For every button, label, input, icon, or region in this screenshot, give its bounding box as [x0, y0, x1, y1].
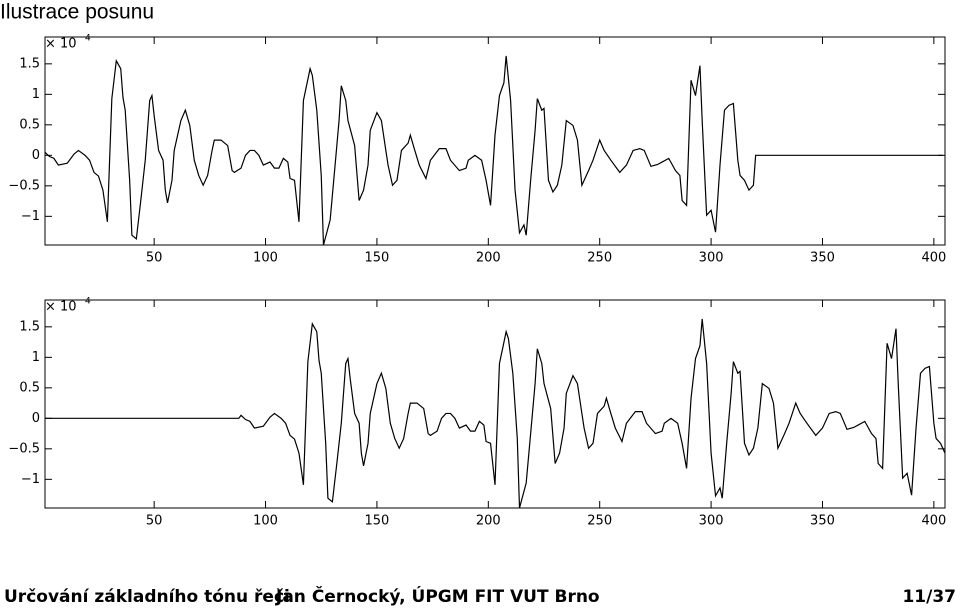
x-tick-label: 150 — [365, 251, 390, 266]
signal-line — [44, 55, 943, 246]
y-tick-label: −0.5 — [8, 178, 40, 193]
x-tick-label: 400 — [921, 514, 946, 529]
y-tick-label: 1 — [32, 350, 40, 365]
x-tick-label: 100 — [253, 251, 278, 266]
y-tick-label: −1 — [21, 472, 40, 487]
x-tick-label: 300 — [699, 514, 724, 529]
x-tick-label: 350 — [810, 514, 835, 529]
axis-multiplier: × 10 — [45, 300, 77, 315]
footer-topic: Určování základního tónu řeči — [4, 587, 290, 607]
x-tick-label: 250 — [587, 251, 612, 266]
axis-multiplier: × 10 — [45, 37, 77, 52]
plot-frame — [44, 36, 946, 246]
y-tick-label: −0.5 — [8, 441, 40, 456]
x-tick-label: 50 — [146, 251, 163, 266]
y-tick-label: 0.5 — [19, 380, 40, 395]
axis-multiplier-exponent: 4 — [85, 297, 91, 307]
footer-page: 11/37 — [902, 587, 956, 607]
y-tick-label: 0.5 — [19, 117, 40, 132]
x-tick-label: 100 — [253, 514, 278, 529]
x-tick-label: 400 — [921, 251, 946, 266]
axis-multiplier-exponent: 4 — [85, 34, 91, 44]
y-tick-label: 0 — [32, 148, 40, 163]
footer-author: Jan Černocký, ÚPGM FIT VUT Brno — [275, 585, 600, 607]
x-tick-label: 150 — [365, 514, 390, 529]
y-tick-label: 1 — [32, 87, 40, 102]
y-tick-label: 1.5 — [19, 56, 40, 71]
signal-line — [45, 318, 946, 509]
x-tick-label: 200 — [476, 514, 501, 529]
x-tick-label: 200 — [476, 251, 501, 266]
y-tick-label: −1 — [21, 209, 40, 224]
x-tick-label: 250 — [587, 514, 612, 529]
y-tick-label: 0 — [32, 411, 40, 426]
plot-frame — [44, 299, 946, 509]
slide-title: Ilustrace posunu — [0, 1, 154, 24]
x-tick-label: 50 — [146, 514, 163, 529]
y-tick-label: 1.5 — [19, 319, 40, 334]
x-tick-label: 300 — [699, 251, 724, 266]
x-tick-label: 350 — [810, 251, 835, 266]
